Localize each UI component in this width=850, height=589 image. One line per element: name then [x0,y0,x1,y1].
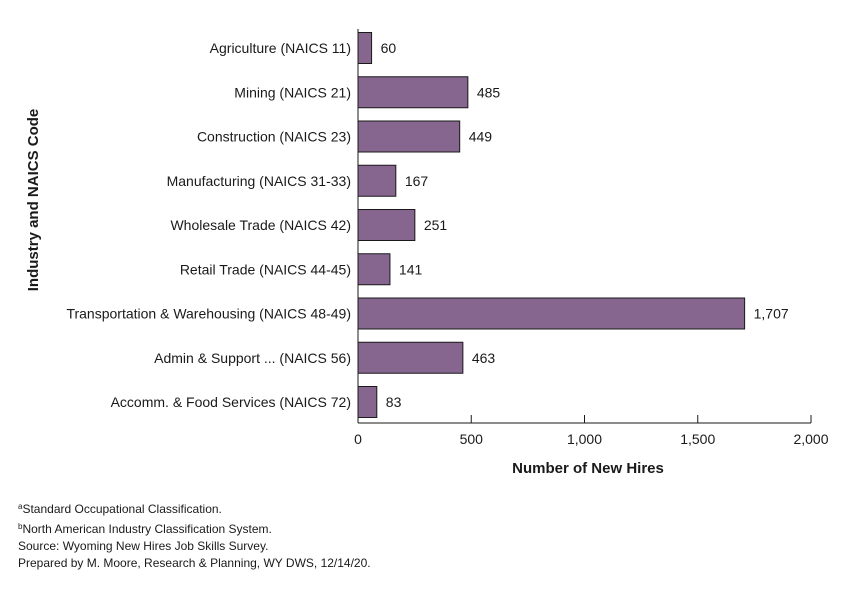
bars-group [357,32,746,418]
category-label: Accomm. & Food Services (NAICS 72) [111,394,351,410]
data-label: 463 [472,350,496,366]
bar [357,386,378,418]
y-axis-title: Industry and NAICS Code [25,109,42,292]
category-label: Transportation & Warehousing (NAICS 48-4… [66,306,351,322]
data-label: 251 [424,217,448,233]
bar [357,253,391,286]
footnote-b-marker: b [18,522,23,531]
category-label: Admin & Support ... (NAICS 56) [154,350,351,366]
bar [357,32,373,64]
data-label: 1,707 [754,306,789,322]
data-label: 449 [469,129,493,145]
data-label: 167 [405,173,429,189]
category-label: Retail Trade (NAICS 44-45) [180,261,351,277]
category-label: Agriculture (NAICS 11) [210,40,351,56]
data-label: 83 [386,394,402,410]
x-tick-label: 1,500 [680,431,715,447]
footnotes: aStandard Occupational Classification. b… [18,498,371,572]
category-label: Manufacturing (NAICS 31-33) [167,173,351,189]
footnote-a-marker: a [18,502,23,511]
category-label: Construction (NAICS 23) [197,129,351,145]
x-tick-label: 500 [460,431,484,447]
category-label: Wholesale Trade (NAICS 42) [170,217,351,233]
x-tick-label: 2,000 [793,431,828,447]
bar [357,76,469,109]
data-label: 60 [381,40,397,56]
footnote-b-text: North American Industry Classification S… [22,522,272,536]
data-label: 141 [399,261,423,277]
footnote-b: bNorth American Industry Classification … [18,518,371,538]
footnote-a: aStandard Occupational Classification. [18,498,371,518]
data-label: 485 [477,84,501,100]
bar [357,209,416,241]
x-axis-ticks: 0 500 1,000 1,500 2,000 [354,415,829,447]
x-tick-label: 0 [354,431,362,447]
bar [357,120,461,153]
prepared-note: Prepared by M. Moore, Research & Plannin… [18,556,371,570]
x-axis-title: Number of New Hires [512,460,664,477]
value-labels: 60 485 449 167 251 141 1,707 463 83 [381,40,789,410]
bar [357,341,464,374]
bar [357,164,397,197]
bar [357,297,746,330]
source-note: Source: Wyoming New Hires Job Skills Sur… [18,539,269,553]
category-labels: Agriculture (NAICS 11) Mining (NAICS 21) C… [66,40,351,410]
x-tick-label: 1,000 [567,431,602,447]
category-label: Mining (NAICS 21) [234,84,351,100]
footnote-a-text: Standard Occupational Classification. [22,502,222,516]
bar-chart: 0 500 1,000 1,500 2,000 Agriculture (NAICS 1… [25,29,829,477]
